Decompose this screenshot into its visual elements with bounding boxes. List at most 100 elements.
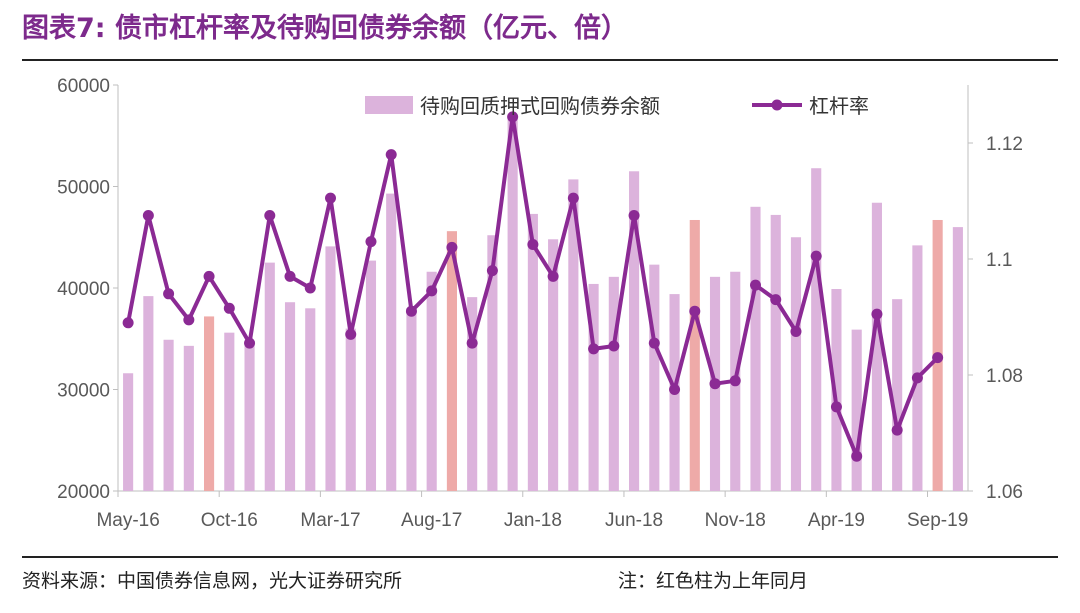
leverage-point [729, 375, 741, 387]
leverage-point [830, 401, 842, 413]
x-tick-label: Jan-18 [504, 510, 562, 531]
bottom-rule [22, 556, 1058, 558]
bar [588, 283, 599, 491]
right-tick-label: 1.08 [986, 366, 1023, 387]
leverage-point [648, 337, 660, 349]
leverage-point [932, 352, 944, 364]
leverage-point [365, 236, 377, 248]
bar [649, 264, 660, 491]
x-tick-label: Sep-19 [907, 510, 968, 531]
bar [912, 245, 923, 491]
leverage-point [567, 192, 579, 204]
left-tick-label: 20000 [57, 482, 110, 503]
legend-line-marker [771, 99, 783, 111]
x-tick-label: Jun-18 [605, 510, 663, 531]
leverage-point [142, 210, 154, 221]
left-tick-label: 60000 [57, 76, 110, 97]
leverage-point [790, 326, 802, 337]
leverage-point [709, 378, 721, 390]
source-note: 资料来源：中国债券信息网，光大证券研究所 [22, 570, 403, 592]
bar [224, 332, 235, 491]
bar [851, 329, 862, 491]
bar [892, 299, 903, 491]
bar [467, 297, 478, 491]
bar [831, 289, 842, 491]
leverage-point [163, 288, 175, 300]
leverage-point [770, 294, 782, 306]
footnote: 注：红色柱为上年同月 [618, 570, 809, 592]
leverage-point [405, 305, 417, 317]
leverage-point [507, 111, 519, 123]
bar [345, 328, 356, 491]
bar [244, 340, 255, 491]
leverage-point [304, 282, 316, 294]
bar [629, 171, 640, 491]
top-rule [22, 59, 1058, 61]
left-tick-label: 30000 [57, 381, 110, 402]
bar [871, 202, 882, 492]
leverage-point [426, 285, 438, 297]
bar [952, 227, 963, 491]
bar [406, 308, 417, 491]
chart-title: 图表7: 债市杠杆率及待购回债券余额（亿元、倍） [22, 13, 628, 44]
bar [770, 214, 781, 492]
x-tick-label: Aug-17 [401, 510, 462, 531]
bar [163, 339, 174, 491]
leverage-point [385, 149, 397, 161]
leverage-point [203, 270, 215, 282]
x-tick-label: Mar-17 [300, 510, 360, 531]
bar [507, 117, 518, 491]
x-tick-label: May-16 [96, 510, 159, 531]
leverage-point [871, 308, 883, 320]
leverage-point [325, 192, 336, 204]
x-tick-label: Nov-18 [705, 510, 766, 531]
bar [143, 296, 154, 491]
leverage-point [750, 279, 761, 291]
bar [608, 276, 619, 491]
leverage-point [669, 384, 681, 395]
bar [527, 213, 538, 491]
leverage-point [244, 337, 256, 349]
bar [183, 345, 194, 491]
bar [568, 179, 579, 491]
x-tick-label: Oct-16 [201, 510, 258, 531]
x-tick-label: Apr-19 [808, 510, 865, 531]
leverage-point [446, 241, 458, 253]
bar-prior-year [204, 316, 215, 491]
leverage-point [911, 372, 923, 384]
leverage-point [223, 302, 235, 314]
bar [750, 206, 761, 492]
legend-bar-label: 待购回质押式回购债券余额 [420, 94, 660, 118]
right-tick-label: 1.1 [986, 250, 1012, 271]
leverage-point [264, 210, 276, 221]
bar [811, 168, 822, 492]
bar [264, 262, 275, 491]
bar [386, 193, 397, 492]
right-tick-label: 1.12 [986, 134, 1023, 155]
left-tick-label: 40000 [57, 279, 110, 300]
bar [790, 237, 802, 491]
bar-prior-year [689, 219, 700, 491]
bar-prior-year [446, 231, 457, 491]
leverage-point [851, 450, 863, 462]
bar [426, 271, 437, 491]
leverage-point [810, 250, 822, 262]
legend-line-label: 杠杆率 [809, 94, 869, 118]
bar [305, 308, 316, 491]
leverage-point [122, 317, 134, 329]
bar [365, 260, 377, 491]
bar [325, 246, 336, 491]
leverage-point [608, 340, 620, 352]
leverage-point [183, 314, 195, 326]
bar [123, 373, 134, 491]
right-tick-label: 1.06 [986, 482, 1023, 503]
leverage-point [628, 210, 640, 221]
leverage-point [527, 239, 539, 250]
leverage-point [345, 328, 357, 340]
legend-bar-swatch [365, 96, 413, 114]
leverage-point [547, 270, 559, 282]
leverage-point [466, 337, 478, 349]
leverage-point [689, 305, 701, 317]
leverage-point [486, 265, 498, 277]
